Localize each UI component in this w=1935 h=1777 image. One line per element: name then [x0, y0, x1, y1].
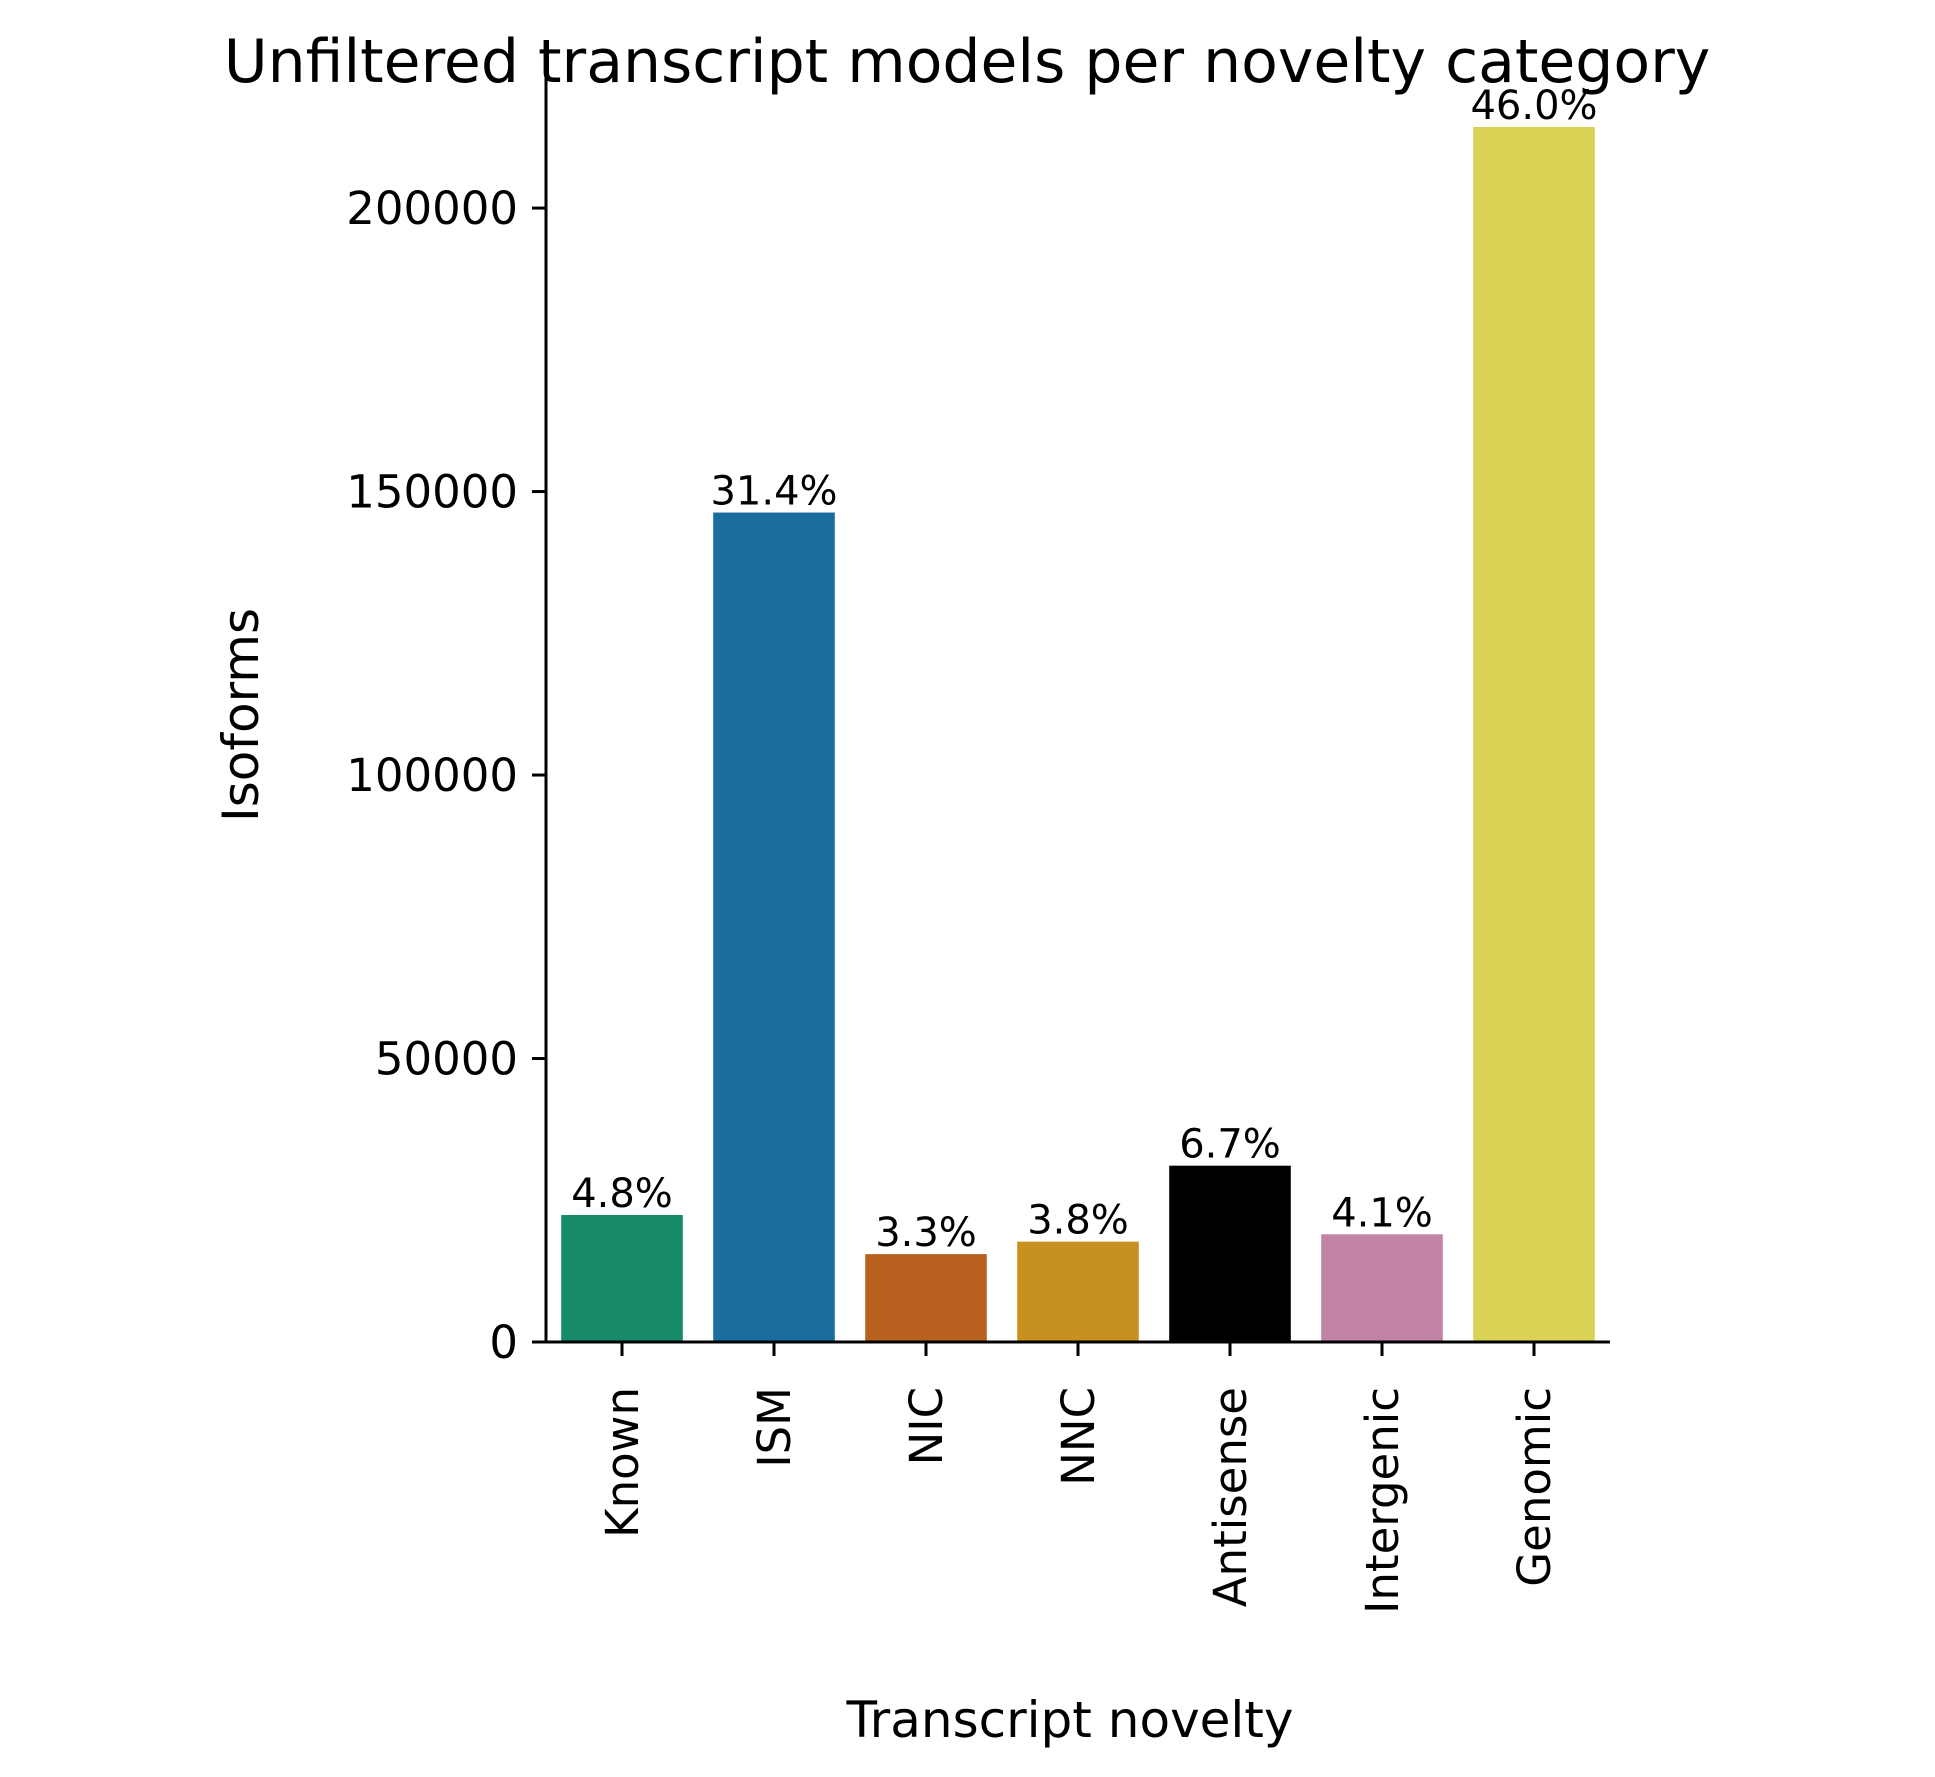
axes-layer [544, 68, 1610, 1344]
y-tick-label: 150000 [346, 466, 518, 519]
y-tick-label: 0 [489, 1316, 518, 1369]
x-tick-label-nnc: NNC [1052, 1387, 1105, 1486]
x-tick-label-known: Known [596, 1387, 649, 1538]
y-axis-label: Isoforms [212, 608, 270, 822]
y-tick-label: 50000 [375, 1033, 518, 1086]
x-ticks-layer: Known ISM NIC NNC Antisense Intergenic Genomic [596, 1342, 1561, 1614]
bar-known [561, 1215, 683, 1342]
bars-layer [561, 127, 1595, 1342]
y-tick-label: 100000 [346, 749, 518, 802]
data-label-known: 4.8% [571, 1171, 673, 1217]
y-tick-label: 200000 [346, 182, 518, 235]
bar-ism [713, 512, 835, 1342]
bar-genomic [1473, 127, 1595, 1342]
data-label-nic: 3.3% [875, 1210, 977, 1256]
data-label-nnc: 3.8% [1027, 1198, 1129, 1244]
data-label-antisense: 6.7% [1179, 1122, 1281, 1168]
data-label-intergenic: 4.1% [1331, 1190, 1433, 1236]
bar-nic [865, 1254, 987, 1342]
data-labels-layer: 4.8% 31.4% 3.3% 3.8% 6.7% 4.1% 46.0% [571, 83, 1597, 1256]
bar-intergenic [1321, 1234, 1443, 1342]
x-tick-label-nic: NIC [900, 1387, 953, 1465]
chart-title: Unfiltered transcript models per novelty… [224, 27, 1711, 97]
bar-nnc [1017, 1241, 1139, 1342]
x-tick-label-ism: ISM [748, 1387, 801, 1468]
x-tick-label-antisense: Antisense [1204, 1387, 1257, 1607]
x-tick-label-intergenic: Intergenic [1356, 1387, 1409, 1614]
data-label-ism: 31.4% [710, 469, 837, 515]
x-axis-label: Transcript novelty [845, 1691, 1293, 1749]
x-tick-label-genomic: Genomic [1508, 1387, 1561, 1587]
y-ticks-layer: 0 50000 100000 150000 200000 [346, 182, 546, 1369]
bar-antisense [1169, 1165, 1291, 1342]
data-label-genomic: 46.0% [1470, 83, 1597, 129]
